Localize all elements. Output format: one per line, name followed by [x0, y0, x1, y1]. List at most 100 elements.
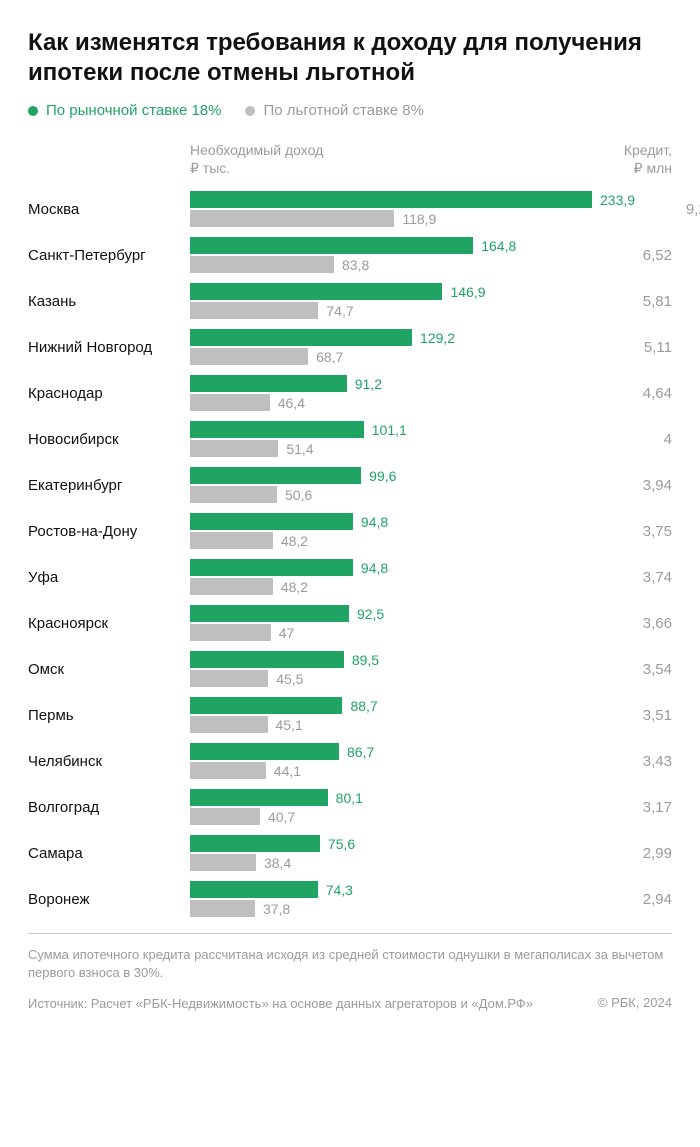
- city-label: Челябинск: [28, 753, 190, 770]
- header-income-l1: Необходимый доход: [190, 141, 592, 159]
- bar-value-market: 92,5: [357, 606, 384, 622]
- city-label: Красноярск: [28, 615, 190, 632]
- bar-value-pref: 74,7: [326, 303, 353, 319]
- bar-value-pref: 40,7: [268, 809, 295, 825]
- bar-market: [190, 421, 364, 438]
- bar-pref: [190, 486, 277, 503]
- bar-value-pref: 37,8: [263, 901, 290, 917]
- bar-pref: [190, 670, 268, 687]
- chart-title: Как изменятся требования к доходу для по…: [28, 28, 672, 88]
- bars-group: 164,8 83,8: [190, 237, 592, 273]
- legend-label-pref: По льготной ставке 8%: [263, 102, 424, 119]
- bar-value-market: 233,9: [600, 192, 635, 208]
- bar-pref: [190, 900, 255, 917]
- bars-group: 94,8 48,2: [190, 559, 592, 595]
- legend: По рыночной ставке 18% По льготной ставк…: [28, 102, 672, 119]
- bar-pref: [190, 440, 278, 457]
- bar-value-market: 146,9: [450, 284, 485, 300]
- table-row: Санкт-Петербург 164,8 83,86,52: [28, 237, 672, 273]
- legend-label-market: По рыночной ставке 18%: [46, 102, 221, 119]
- bar-pref: [190, 210, 394, 227]
- bar-line-pref: 37,8: [190, 900, 592, 917]
- bar-market: [190, 743, 339, 760]
- bar-value-pref: 46,4: [278, 395, 305, 411]
- bar-line-market: 146,9: [190, 283, 592, 300]
- credit-value: 6,52: [592, 247, 672, 264]
- credit-value: 3,75: [592, 523, 672, 540]
- bars-group: 94,8 48,2: [190, 513, 592, 549]
- bar-line-market: 101,1: [190, 421, 592, 438]
- bar-line-market: 74,3: [190, 881, 592, 898]
- bar-market: [190, 329, 412, 346]
- credit-value: 4,64: [592, 385, 672, 402]
- legend-dot-pref: [245, 106, 255, 116]
- credit-value: 9,25: [635, 201, 700, 218]
- table-row: Москва233,9118,99,25: [28, 191, 672, 227]
- bar-line-market: 99,6: [190, 467, 592, 484]
- bar-value-market: 75,6: [328, 836, 355, 852]
- legend-item-market: По рыночной ставке 18%: [28, 102, 221, 119]
- city-label: Новосибирск: [28, 431, 190, 448]
- bars-group: 92,547: [190, 605, 592, 641]
- table-row: Новосибирск101,151,44: [28, 421, 672, 457]
- bar-line-pref: 44,1: [190, 762, 592, 779]
- bar-value-market: 164,8: [481, 238, 516, 254]
- bar-value-market: 129,2: [420, 330, 455, 346]
- bar-value-market: 99,6: [369, 468, 396, 484]
- bar-market: [190, 513, 353, 530]
- bar-line-market: 94,8: [190, 513, 592, 530]
- bars-group: 86,7 44,1: [190, 743, 592, 779]
- divider: [28, 933, 672, 934]
- table-row: Красноярск92,5473,66: [28, 605, 672, 641]
- bar-market: [190, 651, 344, 668]
- chart-rows: Москва233,9118,99,25Санкт-Петербург164,8…: [28, 191, 672, 917]
- table-row: Ростов-на-Дону 94,8 48,23,75: [28, 513, 672, 549]
- bar-line-pref: 48,2: [190, 532, 592, 549]
- credit-value: 5,81: [592, 293, 672, 310]
- city-label: Ростов-на-Дону: [28, 523, 190, 540]
- header-credit-l1: Кредит,: [592, 141, 672, 159]
- bar-line-market: 92,5: [190, 605, 592, 622]
- bar-market: [190, 375, 347, 392]
- table-row: Уфа94,848,23,74: [28, 559, 672, 595]
- credit-value: 4: [592, 431, 672, 448]
- credit-value: 3,66: [592, 615, 672, 632]
- credit-value: 3,51: [592, 707, 672, 724]
- bar-pref: [190, 348, 308, 365]
- bar-line-pref: 40,7: [190, 808, 592, 825]
- bar-market: [190, 283, 442, 300]
- header-income-l2: ₽ тыс.: [190, 159, 592, 177]
- bar-line-pref: 83,8: [190, 256, 592, 273]
- city-label: Уфа: [28, 569, 190, 586]
- bars-group: 74,3 37,8: [190, 881, 592, 917]
- city-label: Екатеринбург: [28, 477, 190, 494]
- bar-line-market: 94,8: [190, 559, 592, 576]
- infographic-root: Как изменятся требования к доходу для по…: [0, 0, 700, 1031]
- bar-line-market: 233,9: [190, 191, 635, 208]
- bar-value-market: 94,8: [361, 560, 388, 576]
- city-label: Воронеж: [28, 891, 190, 908]
- bar-line-market: 129,2: [190, 329, 592, 346]
- bar-line-market: 86,7: [190, 743, 592, 760]
- bar-line-pref: 118,9: [190, 210, 635, 227]
- bar-line-pref: 50,6: [190, 486, 592, 503]
- bar-line-pref: 48,2: [190, 578, 592, 595]
- bar-pref: [190, 532, 273, 549]
- source-row: Источник: Расчет «РБК-Недвижимость» на о…: [28, 995, 672, 1013]
- credit-value: 2,99: [592, 845, 672, 862]
- column-headers: Необходимый доход ₽ тыс. Кредит, ₽ млн: [28, 141, 672, 177]
- bar-pref: [190, 762, 266, 779]
- bar-value-market: 94,8: [361, 514, 388, 530]
- bar-value-market: 101,1: [372, 422, 407, 438]
- table-row: Екатеринбург99,650,63,94: [28, 467, 672, 503]
- credit-value: 3,54: [592, 661, 672, 678]
- bar-value-pref: 68,7: [316, 349, 343, 365]
- bar-value-market: 89,5: [352, 652, 379, 668]
- bar-pref: [190, 394, 270, 411]
- bar-line-pref: 38,4: [190, 854, 592, 871]
- city-label: Санкт-Петербург: [28, 247, 190, 264]
- bar-market: [190, 191, 592, 208]
- credit-value: 3,43: [592, 753, 672, 770]
- bar-market: [190, 605, 349, 622]
- bar-market: [190, 789, 328, 806]
